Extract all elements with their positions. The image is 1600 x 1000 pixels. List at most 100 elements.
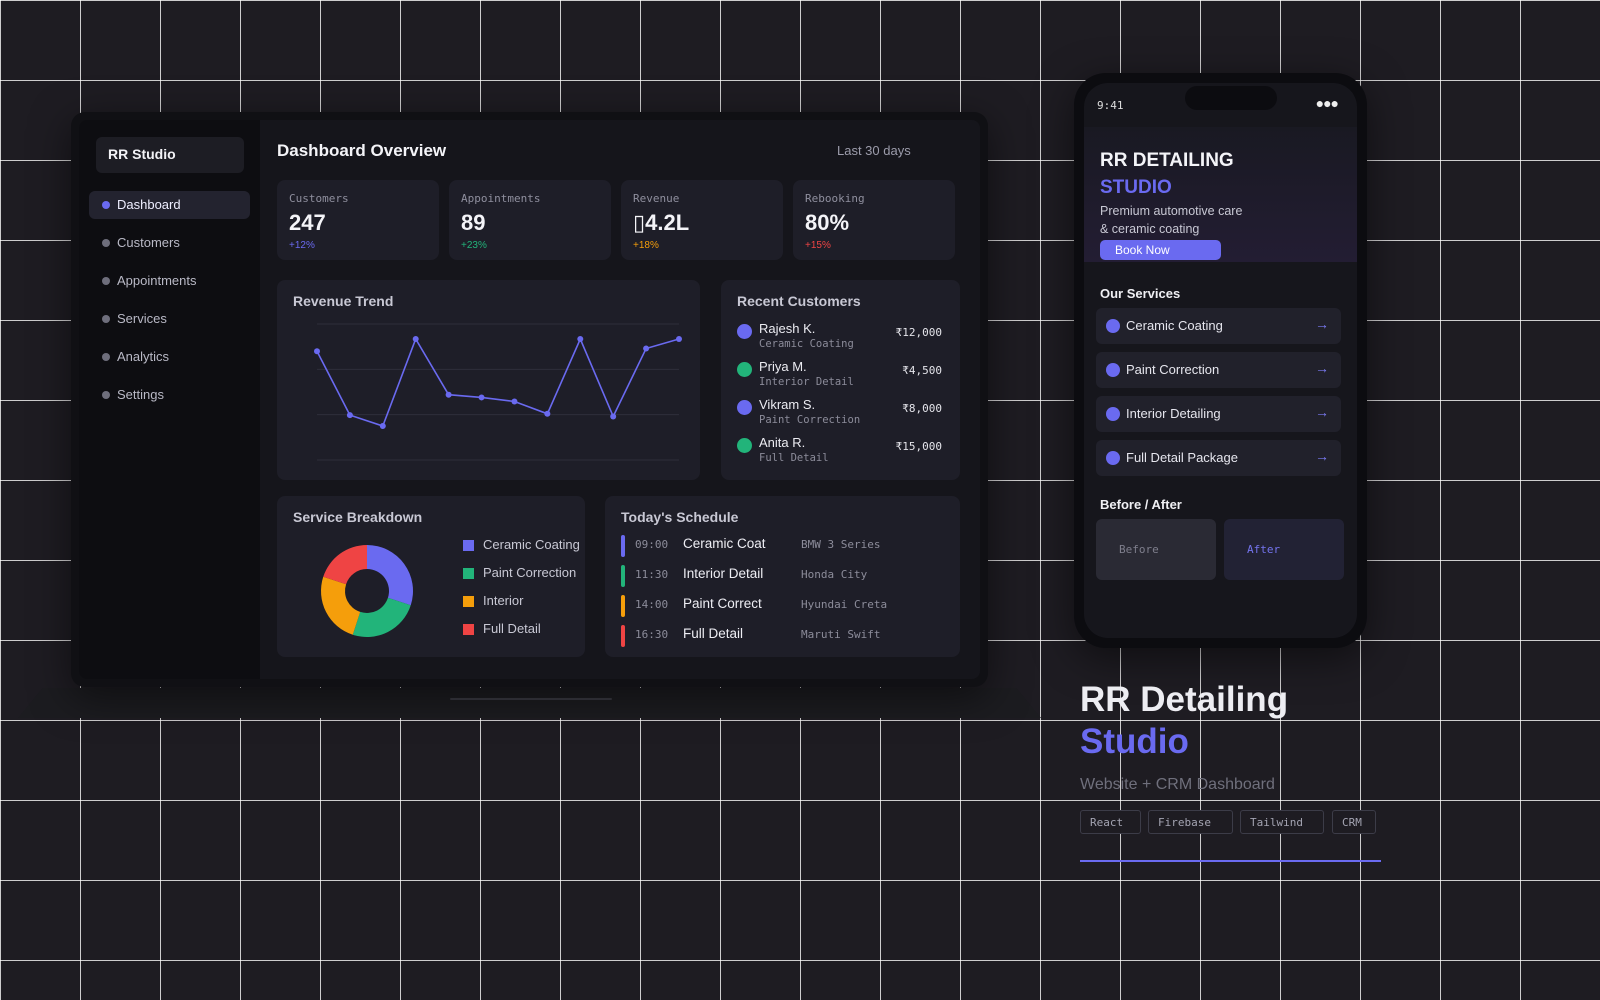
stat-label: Revenue	[633, 192, 680, 205]
service-breakdown-card: Service Breakdown Ceramic Coating Paint …	[277, 496, 585, 657]
card-title: Today's Schedule	[621, 509, 739, 525]
customer-avatar	[737, 400, 752, 415]
trend-point	[314, 348, 320, 355]
hero-title-accent: STUDIO	[1100, 177, 1172, 198]
legend-swatch	[463, 540, 474, 551]
sidebar: RR Studio Dashboard Customers Appointmen…	[79, 120, 260, 679]
customer-row[interactable]: Rajesh K. Ceramic Coating ₹12,000	[737, 321, 942, 355]
schedule-row[interactable]: 11:30 Interior Detail Honda City	[621, 563, 941, 589]
sidebar-item-label: Services	[117, 311, 167, 326]
service-item-full-detail-package[interactable]: Full Detail Package →	[1096, 440, 1341, 476]
revenue-trend-chart	[314, 323, 682, 461]
schedule-color-bar	[621, 625, 625, 647]
schedule-service: Full Detail	[683, 626, 744, 641]
arrow-right-icon: →	[1315, 448, 1329, 464]
customer-service: Paint Correction	[759, 414, 861, 426]
legend-label: Ceramic Coating	[483, 537, 580, 552]
stat-card-appointments: Appointments 89 +23%	[449, 180, 611, 260]
schedule-car: Maruti Swift	[801, 628, 881, 641]
stat-value: 247	[289, 210, 326, 235]
customer-service: Ceramic Coating	[759, 338, 854, 350]
date-range-selector[interactable]: Last 30 days	[837, 143, 911, 158]
schedule-service: Paint Correct	[683, 596, 762, 611]
stat-label: Rebooking	[805, 192, 865, 205]
sidebar-item-appointments[interactable]: Appointments	[89, 267, 250, 295]
trend-point	[412, 335, 419, 342]
stat-label: Appointments	[461, 192, 541, 205]
hero-section	[1084, 127, 1357, 262]
customer-service: Interior Detail	[759, 376, 854, 388]
tech-tag: Tailwind	[1240, 810, 1324, 834]
tech-tag: CRM	[1332, 810, 1376, 834]
stat-delta: +15%	[805, 240, 831, 251]
sidebar-item-label: Dashboard	[117, 197, 181, 212]
sidebar-item-settings[interactable]: Settings	[89, 381, 250, 409]
schedule-row[interactable]: 14:00 Paint Correct Hyundai Creta	[621, 593, 941, 619]
schedule-color-bar	[621, 595, 625, 617]
tech-tag: Firebase	[1148, 810, 1233, 834]
card-title: Revenue Trend	[293, 293, 394, 309]
schedule-row[interactable]: 09:00 Ceramic Coat BMW 3 Series	[621, 533, 941, 559]
stat-delta: +23%	[461, 240, 487, 251]
menu-icon[interactable]: ●●●	[1315, 95, 1339, 111]
sidebar-item-customers[interactable]: Customers	[89, 229, 250, 257]
tech-tag: React	[1080, 810, 1141, 834]
trend-point	[511, 398, 518, 405]
before-after-heading: Before / After	[1100, 497, 1182, 512]
schedule-car: BMW 3 Series	[801, 538, 881, 551]
after-image-placeholder[interactable]: After	[1224, 519, 1344, 580]
service-label: Interior Detailing	[1126, 406, 1221, 421]
customer-avatar	[737, 362, 752, 377]
brand-logo[interactable]: RR Studio	[96, 137, 244, 173]
schedule-time: 14:00	[635, 598, 669, 611]
nav-dot-icon	[102, 277, 110, 285]
stat-card-rebooking: Rebooking 80% +15%	[793, 180, 955, 260]
customer-row[interactable]: Vikram S. Paint Correction ₹8,000	[737, 397, 942, 431]
brand-name: RR Studio	[108, 146, 176, 162]
sidebar-item-services[interactable]: Services	[89, 305, 250, 333]
project-title-accent: Studio	[1080, 722, 1189, 761]
nav-dot-icon	[102, 353, 110, 361]
accent-divider	[1080, 860, 1381, 862]
customer-name: Rajesh K.	[759, 321, 816, 336]
sidebar-item-dashboard[interactable]: Dashboard	[89, 191, 250, 219]
customer-amount: ₹12,000	[895, 326, 942, 339]
customer-avatar	[737, 324, 752, 339]
service-dot-icon	[1106, 363, 1120, 377]
recent-customers-card: Recent Customers Rajesh K. Ceramic Coati…	[721, 280, 960, 480]
schedule-service: Ceramic Coat	[683, 536, 766, 551]
service-item-ceramic-coating[interactable]: Ceramic Coating →	[1096, 308, 1341, 344]
book-now-button[interactable]: Book Now	[1100, 240, 1221, 260]
customer-amount: ₹4,500	[902, 364, 942, 377]
schedule-row[interactable]: 16:30 Full Detail Maruti Swift	[621, 623, 941, 649]
service-label: Full Detail Package	[1126, 450, 1238, 465]
stat-card-customers: Customers 247 +12%	[277, 180, 439, 260]
service-item-interior-detailing[interactable]: Interior Detailing →	[1096, 396, 1341, 432]
laptop-mockup: RR Studio Dashboard Customers Appointmen…	[71, 112, 988, 687]
customer-name: Priya M.	[759, 359, 807, 374]
hero-subtitle-line: Premium automotive care	[1100, 204, 1243, 218]
sidebar-item-label: Appointments	[117, 273, 197, 288]
schedule-time: 09:00	[635, 538, 669, 551]
dashboard-app: RR Studio Dashboard Customers Appointmen…	[79, 120, 980, 679]
trend-point	[676, 335, 682, 342]
stat-delta: +18%	[633, 240, 659, 251]
service-label: Paint Correction	[1126, 362, 1220, 377]
donut-slice	[352, 597, 411, 637]
nav-dot-icon	[102, 315, 110, 323]
service-item-paint-correction[interactable]: Paint Correction →	[1096, 352, 1341, 388]
legend-label: Full Detail	[483, 621, 541, 636]
before-image-placeholder[interactable]: Before	[1096, 519, 1216, 580]
revenue-trend-line	[316, 336, 680, 428]
customer-amount: ₹15,000	[895, 440, 942, 453]
after-label: After	[1247, 543, 1281, 556]
service-dot-icon	[1106, 451, 1120, 465]
trend-point	[478, 394, 485, 401]
arrow-right-icon: →	[1315, 360, 1329, 376]
customer-row[interactable]: Priya M. Interior Detail ₹4,500	[737, 359, 942, 393]
customer-row[interactable]: Anita R. Full Detail ₹15,000	[737, 435, 942, 469]
trend-point	[379, 423, 386, 429]
service-donut-chart	[321, 545, 413, 637]
donut-slice	[367, 545, 413, 606]
sidebar-item-analytics[interactable]: Analytics	[89, 343, 250, 371]
